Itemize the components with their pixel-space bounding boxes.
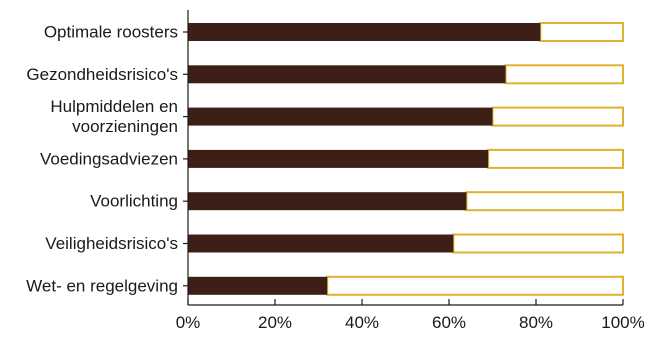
- bar-value-voedingsadviezen: [188, 150, 488, 168]
- bar-value-gezondheidsrisico-s: [188, 65, 506, 83]
- x-tick-label: 20%: [258, 313, 292, 332]
- category-label-hulpmiddelen-en-voorzieningen-line2: voorzieningen: [72, 117, 178, 136]
- x-tick-label: 0%: [176, 313, 201, 332]
- category-label-wet-en-regelgeving: Wet- en regelgeving: [26, 276, 178, 295]
- tick-labels: 0% 20% 40% 60% 80% 100%: [176, 313, 645, 332]
- category-label-optimale-roosters: Optimale roosters: [44, 23, 178, 42]
- bar-remainder-voedingsadviezen: [488, 150, 623, 168]
- category-label-voorlichting: Voorlichting: [90, 192, 178, 211]
- x-tick-label: 60%: [432, 313, 466, 332]
- bar-remainder-hulpmiddelen-en-voorzieningen: [493, 108, 624, 126]
- category-label-gezondheidsrisico-s: Gezondheidsrisico's: [26, 65, 178, 84]
- bar-remainder-gezondheidsrisico-s: [506, 65, 623, 83]
- bar-value-hulpmiddelen-en-voorzieningen: [188, 108, 493, 126]
- bar-remainder-veiligheidsrisico-s: [453, 235, 623, 253]
- bar-remainder-voorlichting: [466, 192, 623, 210]
- bars-layer: [188, 23, 623, 295]
- x-tick-label: 40%: [345, 313, 379, 332]
- bar-remainder-wet-en-regelgeving: [327, 277, 623, 295]
- x-tick-label: 100%: [601, 313, 644, 332]
- category-label-voedingsadviezen: Voedingsadviezen: [40, 149, 178, 168]
- bar-value-wet-en-regelgeving: [188, 277, 327, 295]
- category-label-hulpmiddelen-en-voorzieningen-line1: Hulpmiddelen en: [50, 97, 178, 116]
- category-label-veiligheidsrisico-s: Veiligheidsrisico's: [45, 234, 178, 253]
- bar-value-voorlichting: [188, 192, 466, 210]
- category-labels: Optimale roosters Gezondheidsrisico's Hulp…: [26, 23, 178, 296]
- bar-value-veiligheidsrisico-s: [188, 235, 453, 253]
- bar-remainder-optimale-roosters: [540, 23, 623, 41]
- x-tick-label: 80%: [519, 313, 553, 332]
- bar-value-optimale-roosters: [188, 23, 540, 41]
